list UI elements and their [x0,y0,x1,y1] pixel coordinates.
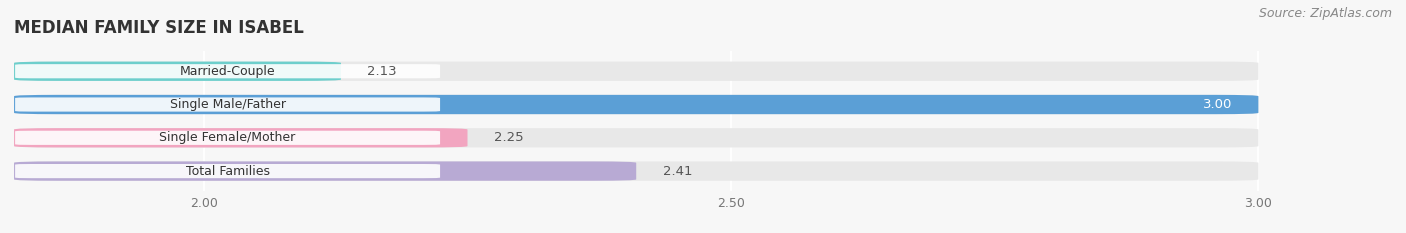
Text: 2.41: 2.41 [662,164,692,178]
FancyBboxPatch shape [15,64,440,78]
FancyBboxPatch shape [14,95,1258,114]
Text: Married-Couple: Married-Couple [180,65,276,78]
FancyBboxPatch shape [14,161,637,181]
Text: MEDIAN FAMILY SIZE IN ISABEL: MEDIAN FAMILY SIZE IN ISABEL [14,19,304,37]
FancyBboxPatch shape [15,97,440,112]
FancyBboxPatch shape [15,164,440,178]
Text: 2.25: 2.25 [494,131,523,144]
FancyBboxPatch shape [14,95,1258,114]
Text: Single Male/Father: Single Male/Father [170,98,285,111]
Text: Source: ZipAtlas.com: Source: ZipAtlas.com [1258,7,1392,20]
Text: 2.13: 2.13 [367,65,396,78]
FancyBboxPatch shape [14,161,1258,181]
Text: Total Families: Total Families [186,164,270,178]
FancyBboxPatch shape [14,128,1258,147]
Text: 3.00: 3.00 [1202,98,1232,111]
FancyBboxPatch shape [14,128,467,147]
Text: Single Female/Mother: Single Female/Mother [159,131,295,144]
FancyBboxPatch shape [14,62,1258,81]
FancyBboxPatch shape [15,131,440,145]
FancyBboxPatch shape [14,62,340,81]
